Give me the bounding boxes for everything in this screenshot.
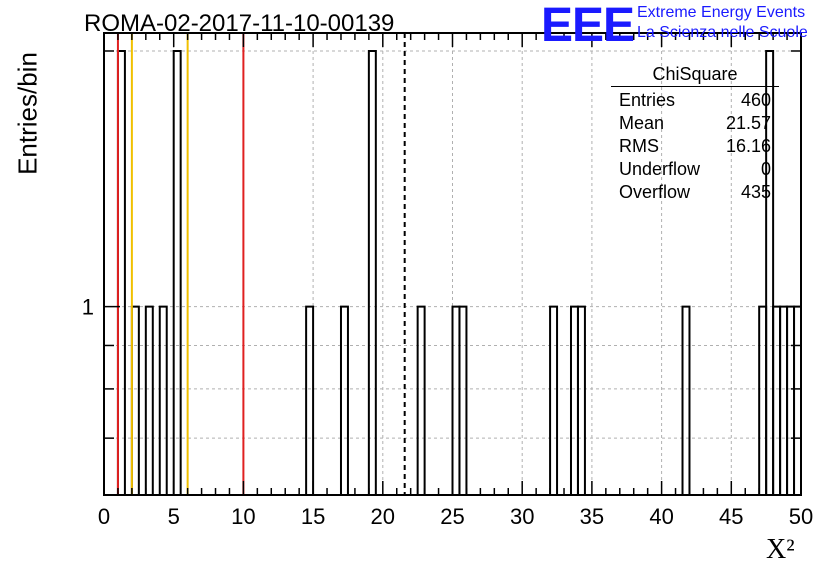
stats-row-entries: Entries 460 — [611, 89, 779, 112]
x-tick-label: 25 — [440, 504, 464, 529]
histogram-bin — [779, 305, 789, 495]
stats-row-underflow: Underflow 0 — [611, 158, 779, 181]
logo-line-1: Extreme Energy Events — [637, 4, 806, 21]
y-tick-label: 1 — [82, 295, 94, 320]
stats-value: 21.57 — [725, 113, 771, 133]
stats-value: 460 — [740, 90, 771, 110]
histogram-bin — [765, 49, 775, 495]
stats-value: 0 — [760, 159, 771, 179]
x-tick-label: 15 — [301, 504, 325, 529]
x-tick-label: 0 — [98, 504, 110, 529]
stats-row-overflow: Overflow 435 — [611, 181, 779, 204]
histogram-bin — [116, 49, 126, 495]
stats-label: Entries — [619, 90, 676, 110]
histogram-bin — [367, 49, 377, 495]
x-axis-label: X² — [766, 534, 795, 565]
histogram-bin — [144, 305, 154, 495]
logo-line-2: La Scienza nelle Scuole — [637, 24, 808, 41]
stats-label: Overflow — [619, 182, 691, 202]
x-tick-label: 50 — [789, 504, 813, 529]
x-tick-label: 20 — [371, 504, 395, 529]
histogram-bin — [158, 305, 168, 495]
histogram-bin — [451, 305, 461, 495]
histogram-bin — [569, 305, 579, 495]
stats-title: ChiSquare — [611, 64, 779, 87]
stats-label: Underflow — [619, 159, 701, 179]
histogram-bin — [339, 305, 349, 495]
x-tick-label: 35 — [580, 504, 604, 529]
page-title: ROMA-02-2017-11-10-00139 — [84, 10, 395, 37]
stats-label: Mean — [619, 113, 665, 133]
x-tick-label: 30 — [510, 504, 534, 529]
stats-row-rms: RMS 16.16 — [611, 135, 779, 158]
x-tick-label: 45 — [719, 504, 743, 529]
stats-value: 16.16 — [725, 136, 771, 156]
stats-value: 435 — [740, 182, 771, 202]
histogram-bin — [416, 305, 426, 495]
histogram-bin — [305, 305, 315, 495]
x-tick-label: 10 — [231, 504, 255, 529]
histogram-bin — [458, 305, 468, 495]
histogram-bin — [772, 305, 782, 495]
histogram-bin — [172, 49, 182, 495]
histogram-bin — [681, 305, 691, 495]
histogram-bin — [786, 305, 796, 495]
stats-box: ChiSquare Entries 460 Mean 21.57 RMS 16.… — [611, 64, 779, 204]
x-tick-label: 40 — [649, 504, 673, 529]
eee-logo: EEE — [541, 0, 635, 52]
histogram-bin — [549, 305, 559, 495]
histogram-bin — [130, 305, 140, 495]
histogram-bin — [758, 305, 768, 495]
y-axis-label: Entries/bin — [12, 52, 43, 175]
x-tick-label: 5 — [168, 504, 180, 529]
histogram-bin — [576, 305, 586, 495]
stats-row-mean: Mean 21.57 — [611, 112, 779, 135]
histogram-bin — [793, 305, 802, 495]
stats-label: RMS — [619, 136, 659, 156]
